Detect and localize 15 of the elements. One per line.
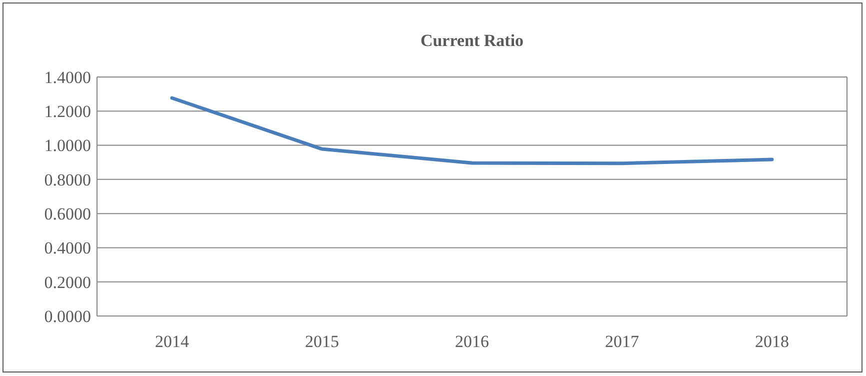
chart-title: Current Ratio xyxy=(420,31,524,50)
x-tick-label: 2017 xyxy=(605,332,640,351)
y-tick-label: 1.0000 xyxy=(44,136,91,156)
x-tick-label: 2014 xyxy=(155,332,190,351)
y-tick-label: 0.0000 xyxy=(44,306,91,326)
y-tick-label: 0.2000 xyxy=(44,272,91,292)
y-tick-label: 0.4000 xyxy=(44,238,91,258)
y-tick-label: 1.2000 xyxy=(44,102,91,122)
x-tick-label: 2015 xyxy=(305,332,339,351)
line-series xyxy=(170,96,774,166)
x-tick-label: 2016 xyxy=(455,332,489,351)
y-tick-label: 0.8000 xyxy=(44,170,91,190)
x-tick-label: 2018 xyxy=(755,332,789,351)
y-tick-label: 0.6000 xyxy=(44,204,91,224)
y-tick-label: 1.4000 xyxy=(44,68,91,87)
